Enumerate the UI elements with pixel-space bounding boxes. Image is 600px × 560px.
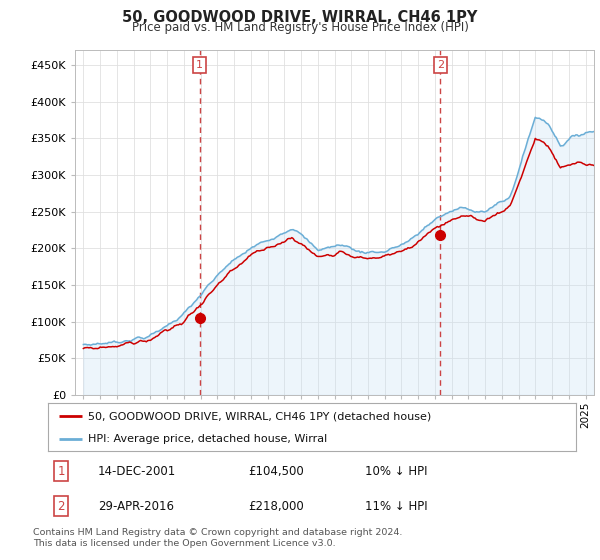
Text: 2: 2: [437, 60, 444, 70]
Text: £104,500: £104,500: [248, 465, 304, 478]
Text: HPI: Average price, detached house, Wirral: HPI: Average price, detached house, Wirr…: [88, 434, 327, 444]
Text: 10% ↓ HPI: 10% ↓ HPI: [365, 465, 427, 478]
Text: 2: 2: [58, 500, 65, 512]
Text: 29-APR-2016: 29-APR-2016: [98, 500, 174, 512]
Text: 14-DEC-2001: 14-DEC-2001: [98, 465, 176, 478]
Text: Contains HM Land Registry data © Crown copyright and database right 2024.
This d: Contains HM Land Registry data © Crown c…: [33, 528, 403, 548]
Text: Price paid vs. HM Land Registry's House Price Index (HPI): Price paid vs. HM Land Registry's House …: [131, 21, 469, 34]
Text: 50, GOODWOOD DRIVE, WIRRAL, CH46 1PY: 50, GOODWOOD DRIVE, WIRRAL, CH46 1PY: [122, 10, 478, 25]
Text: 1: 1: [58, 465, 65, 478]
Text: 50, GOODWOOD DRIVE, WIRRAL, CH46 1PY (detached house): 50, GOODWOOD DRIVE, WIRRAL, CH46 1PY (de…: [88, 411, 431, 421]
Text: 11% ↓ HPI: 11% ↓ HPI: [365, 500, 427, 512]
Text: 1: 1: [196, 60, 203, 70]
Text: £218,000: £218,000: [248, 500, 304, 512]
